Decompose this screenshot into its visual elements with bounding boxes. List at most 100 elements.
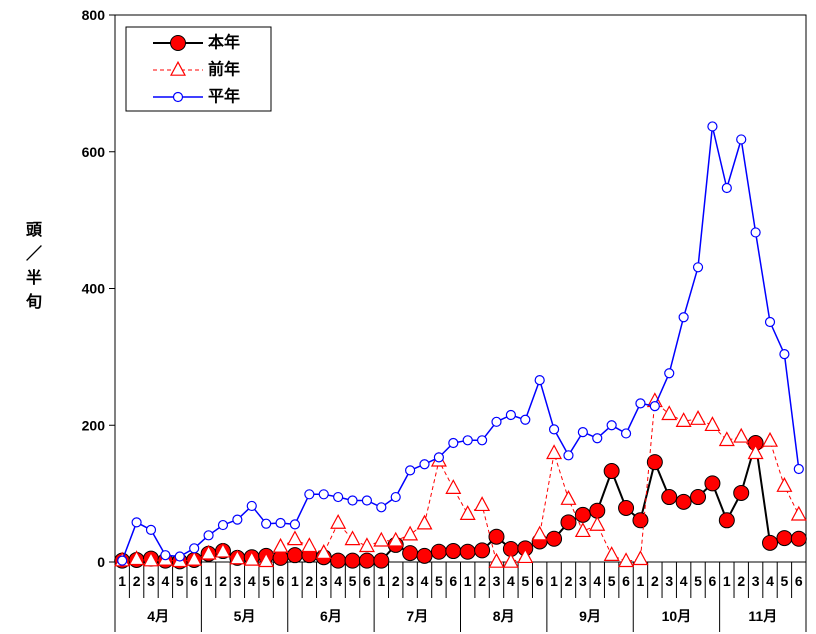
legend-box — [125, 26, 272, 112]
legend-entry-1: 本年 — [153, 33, 240, 52]
series-1-point-17 — [344, 552, 361, 569]
x-tick-label-pentad: 1 — [723, 573, 731, 589]
series-2-point-37 — [632, 550, 649, 566]
series-2-point-42 — [704, 416, 721, 432]
series-1-point-31 — [546, 530, 563, 547]
series-2-point-19 — [373, 531, 390, 547]
series-3-point-15 — [318, 489, 329, 500]
series-2-point-12 — [272, 537, 289, 553]
series-2-point-48 — [790, 505, 807, 521]
series-2-point-34 — [589, 516, 606, 531]
series-1-point-42 — [704, 475, 721, 492]
series-2-point-21 — [402, 525, 419, 541]
series-3-point-40 — [678, 312, 689, 323]
series-3-point-10 — [246, 500, 257, 512]
series-1-point-22 — [416, 547, 433, 564]
series-1-point-33 — [574, 506, 591, 523]
series-2 — [114, 392, 807, 568]
series-2-point-9 — [229, 549, 246, 565]
series-3-point-19 — [376, 502, 387, 513]
series-2-point-15 — [315, 544, 332, 559]
series-2-point-8 — [214, 542, 231, 558]
series-2-point-41 — [690, 410, 707, 425]
series-3 — [117, 121, 804, 566]
series-2-line — [122, 400, 800, 563]
x-tick-label-pentad: 3 — [233, 573, 241, 589]
x-tick-label-pentad: 2 — [651, 573, 659, 589]
x-tick-label-pentad: 1 — [118, 573, 126, 589]
series-3-point-25 — [462, 435, 473, 446]
series-1-point-23 — [430, 543, 447, 560]
series-3-point-35 — [606, 420, 617, 431]
series-2-point-29 — [517, 548, 534, 564]
x-tick-label-pentad: 5 — [781, 573, 789, 589]
series-3-point-8 — [217, 519, 229, 531]
series-2-point-33 — [574, 522, 591, 538]
x-tick-label-pentad: 2 — [133, 573, 141, 589]
series-3-point-20 — [390, 491, 401, 503]
series-3-point-34 — [592, 433, 603, 444]
series-3-point-17 — [347, 495, 358, 506]
legend-label-2: 前年 — [208, 60, 240, 79]
series-3-point-32 — [563, 450, 574, 461]
x-tick-label-pentad: 1 — [205, 573, 213, 589]
y-tick-label: 200 — [82, 417, 106, 433]
x-tick-label-pentad: 1 — [464, 573, 472, 589]
series-3-point-22 — [419, 459, 430, 470]
series-2-point-17 — [344, 530, 361, 546]
x-tick-label-pentad: 1 — [550, 573, 558, 589]
series-2-point-27 — [488, 552, 505, 568]
x-tick-label-pentad: 4 — [766, 573, 774, 589]
series-1-point-43 — [718, 512, 735, 529]
series-2-point-40 — [675, 412, 692, 427]
series-2-point-6 — [186, 550, 203, 566]
series-3-point-2 — [131, 517, 142, 528]
series-3-point-24 — [448, 437, 459, 449]
x-tick-label-pentad: 5 — [176, 573, 184, 589]
series-2-point-28 — [502, 552, 519, 568]
series-3-point-14 — [304, 489, 315, 500]
series-1-point-26 — [474, 542, 491, 559]
x-tick-label-pentad: 3 — [665, 573, 673, 589]
series-3-point-47 — [779, 349, 790, 360]
series-3-point-18 — [361, 495, 373, 506]
series-1-point-38 — [646, 454, 663, 471]
x-tick-label-month: 6月 — [320, 608, 342, 624]
x-tick-label-pentad: 4 — [421, 573, 429, 589]
series-3-point-39 — [664, 368, 675, 379]
series-3-point-11 — [261, 518, 272, 529]
series-3-point-44 — [736, 134, 747, 145]
x-tick-label-pentad: 6 — [709, 573, 717, 589]
x-tick-label-pentad: 3 — [579, 573, 587, 589]
series-3-point-23 — [433, 452, 445, 463]
series-1-point-36 — [618, 499, 635, 516]
series-3-point-33 — [577, 426, 588, 438]
x-tick-label-pentad: 5 — [694, 573, 702, 589]
series-2-point-11 — [258, 552, 275, 568]
series-3-point-29 — [520, 414, 531, 425]
series-2-point-47 — [776, 477, 793, 492]
x-tick-label-pentad: 6 — [449, 573, 457, 589]
series-2-point-2 — [128, 550, 145, 566]
x-tick-label-pentad: 4 — [248, 573, 256, 589]
y-axis-label: 頭／半旬 — [23, 221, 40, 317]
series-2-point-24 — [445, 479, 462, 494]
x-tick-label-pentad: 1 — [637, 573, 645, 589]
series-3-point-1 — [117, 555, 128, 566]
series-3-point-7 — [203, 530, 214, 541]
series-3-point-27 — [491, 416, 502, 427]
series-2-point-7 — [200, 544, 217, 560]
legend-marker-3 — [172, 91, 184, 103]
x-tick-label-pentad: 6 — [277, 573, 285, 589]
series-1-point-47 — [776, 530, 793, 547]
legend-label-3: 平年 — [208, 87, 240, 106]
series-2-point-36 — [618, 552, 635, 568]
x-tick-label-pentad: 1 — [377, 573, 385, 589]
y-tick-label: 800 — [82, 7, 106, 23]
y-tick-label: 600 — [82, 144, 106, 160]
series-3-point-4 — [160, 550, 171, 561]
series-2-point-44 — [733, 427, 750, 443]
series-3-point-3 — [145, 524, 157, 535]
series-1 — [114, 435, 807, 570]
